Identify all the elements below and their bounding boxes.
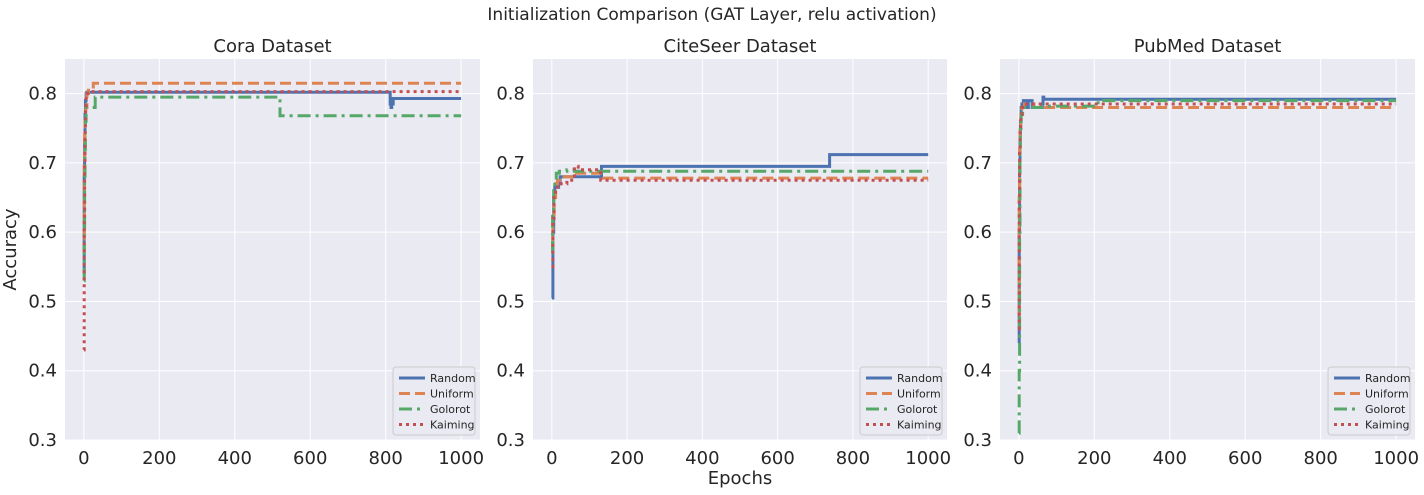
- series-group: [1017, 95, 1397, 435]
- x-tick-label: 200: [1077, 448, 1111, 469]
- citeseer-subplot: 0 200 400 600 800 1000 0.3 0.4 0.5 0.6 0.7 0.8 CiteS…: [496, 36, 951, 489]
- legend-label-random: Random: [430, 372, 476, 385]
- y-tick-label: 0.3: [28, 430, 57, 451]
- y-tick-label: 0.6: [963, 222, 992, 243]
- y-tick-label: 0.5: [963, 291, 992, 312]
- series-group: [551, 153, 929, 300]
- x-tick-label: 400: [1153, 448, 1187, 469]
- subplot-title: PubMed Dataset: [1134, 36, 1282, 57]
- y-tick-label: 0.3: [963, 430, 992, 451]
- series-line-golorot: [1017, 99, 1397, 435]
- x-tick-label: 1000: [438, 448, 484, 469]
- x-tick-label: 800: [1304, 448, 1338, 469]
- x-tick-label: 600: [293, 448, 327, 469]
- x-tick-label: 600: [760, 448, 794, 469]
- legend-label-kaiming: Kaiming: [1365, 419, 1410, 432]
- figure-suptitle: Initialization Comparison (GAT Layer, re…: [487, 5, 936, 25]
- y-tick-label: 0.8: [963, 84, 992, 105]
- y-tick-label: 0.4: [963, 361, 992, 382]
- y-tick-label: 0.6: [28, 222, 57, 243]
- legend-label-random: Random: [1365, 372, 1411, 385]
- legend: Random Uniform Golorot Kaiming: [392, 366, 476, 436]
- subplot-title: CiteSeer Dataset: [664, 36, 817, 57]
- x-tick-label: 0: [546, 448, 557, 469]
- x-tick-label: 400: [685, 448, 719, 469]
- cora-subplot: 0 200 400 600 800 1000 0.3 0.4 0.5 0.6 0.7 0.8 Cora …: [0, 36, 484, 469]
- legend-label-golorot: Golorot: [430, 403, 471, 416]
- x-tick-label: 800: [836, 448, 870, 469]
- y-tick-label: 0.4: [28, 361, 57, 382]
- legend: Random Uniform Golorot Kaiming: [1327, 366, 1411, 436]
- pubmed-subplot: 0 200 400 600 800 1000 0.3 0.4 0.5 0.6 0.7 0.8 PubMe…: [963, 36, 1419, 469]
- y-tick-label: 0.8: [28, 84, 57, 105]
- x-tick-label: 200: [610, 448, 644, 469]
- y-tick-label: 0.7: [28, 153, 57, 174]
- legend-label-kaiming: Kaiming: [897, 419, 942, 432]
- x-tick-label: 600: [1228, 448, 1262, 469]
- series-group: [82, 81, 462, 352]
- legend-label-uniform: Uniform: [897, 388, 941, 401]
- legend-label-uniform: Uniform: [430, 388, 474, 401]
- legend-box: [859, 366, 943, 436]
- y-tick-label: 0.7: [496, 153, 525, 174]
- legend-label-kaiming: Kaiming: [430, 419, 475, 432]
- x-axis-label: Epochs: [708, 468, 773, 489]
- series-line-kaiming: [82, 90, 462, 352]
- x-tick-label: 800: [369, 448, 403, 469]
- legend-label-uniform: Uniform: [1365, 388, 1409, 401]
- x-tick-label: 1000: [1373, 448, 1419, 469]
- x-tick-label: 1000: [905, 448, 951, 469]
- y-tick-label: 0.6: [496, 222, 525, 243]
- legend-box: [1327, 366, 1411, 436]
- y-tick-label: 0.7: [963, 153, 992, 174]
- legend-label-golorot: Golorot: [897, 403, 938, 416]
- legend-label-random: Random: [897, 372, 943, 385]
- y-tick-label: 0.3: [496, 430, 525, 451]
- x-tick-label: 200: [142, 448, 176, 469]
- legend-label-golorot: Golorot: [1365, 403, 1406, 416]
- x-tick-label: 0: [1013, 448, 1024, 469]
- y-tick-label: 0.5: [496, 291, 525, 312]
- y-tick-label: 0.8: [496, 84, 525, 105]
- y-tick-label: 0.5: [28, 291, 57, 312]
- series-line-kaiming: [551, 164, 929, 269]
- subplot-title: Cora Dataset: [213, 36, 331, 57]
- x-tick-label: 0: [78, 448, 89, 469]
- x-tick-label: 400: [218, 448, 252, 469]
- legend: Random Uniform Golorot Kaiming: [859, 366, 943, 436]
- y-axis-label: Accuracy: [0, 208, 21, 291]
- y-tick-label: 0.4: [496, 361, 525, 382]
- legend-box: [392, 366, 476, 436]
